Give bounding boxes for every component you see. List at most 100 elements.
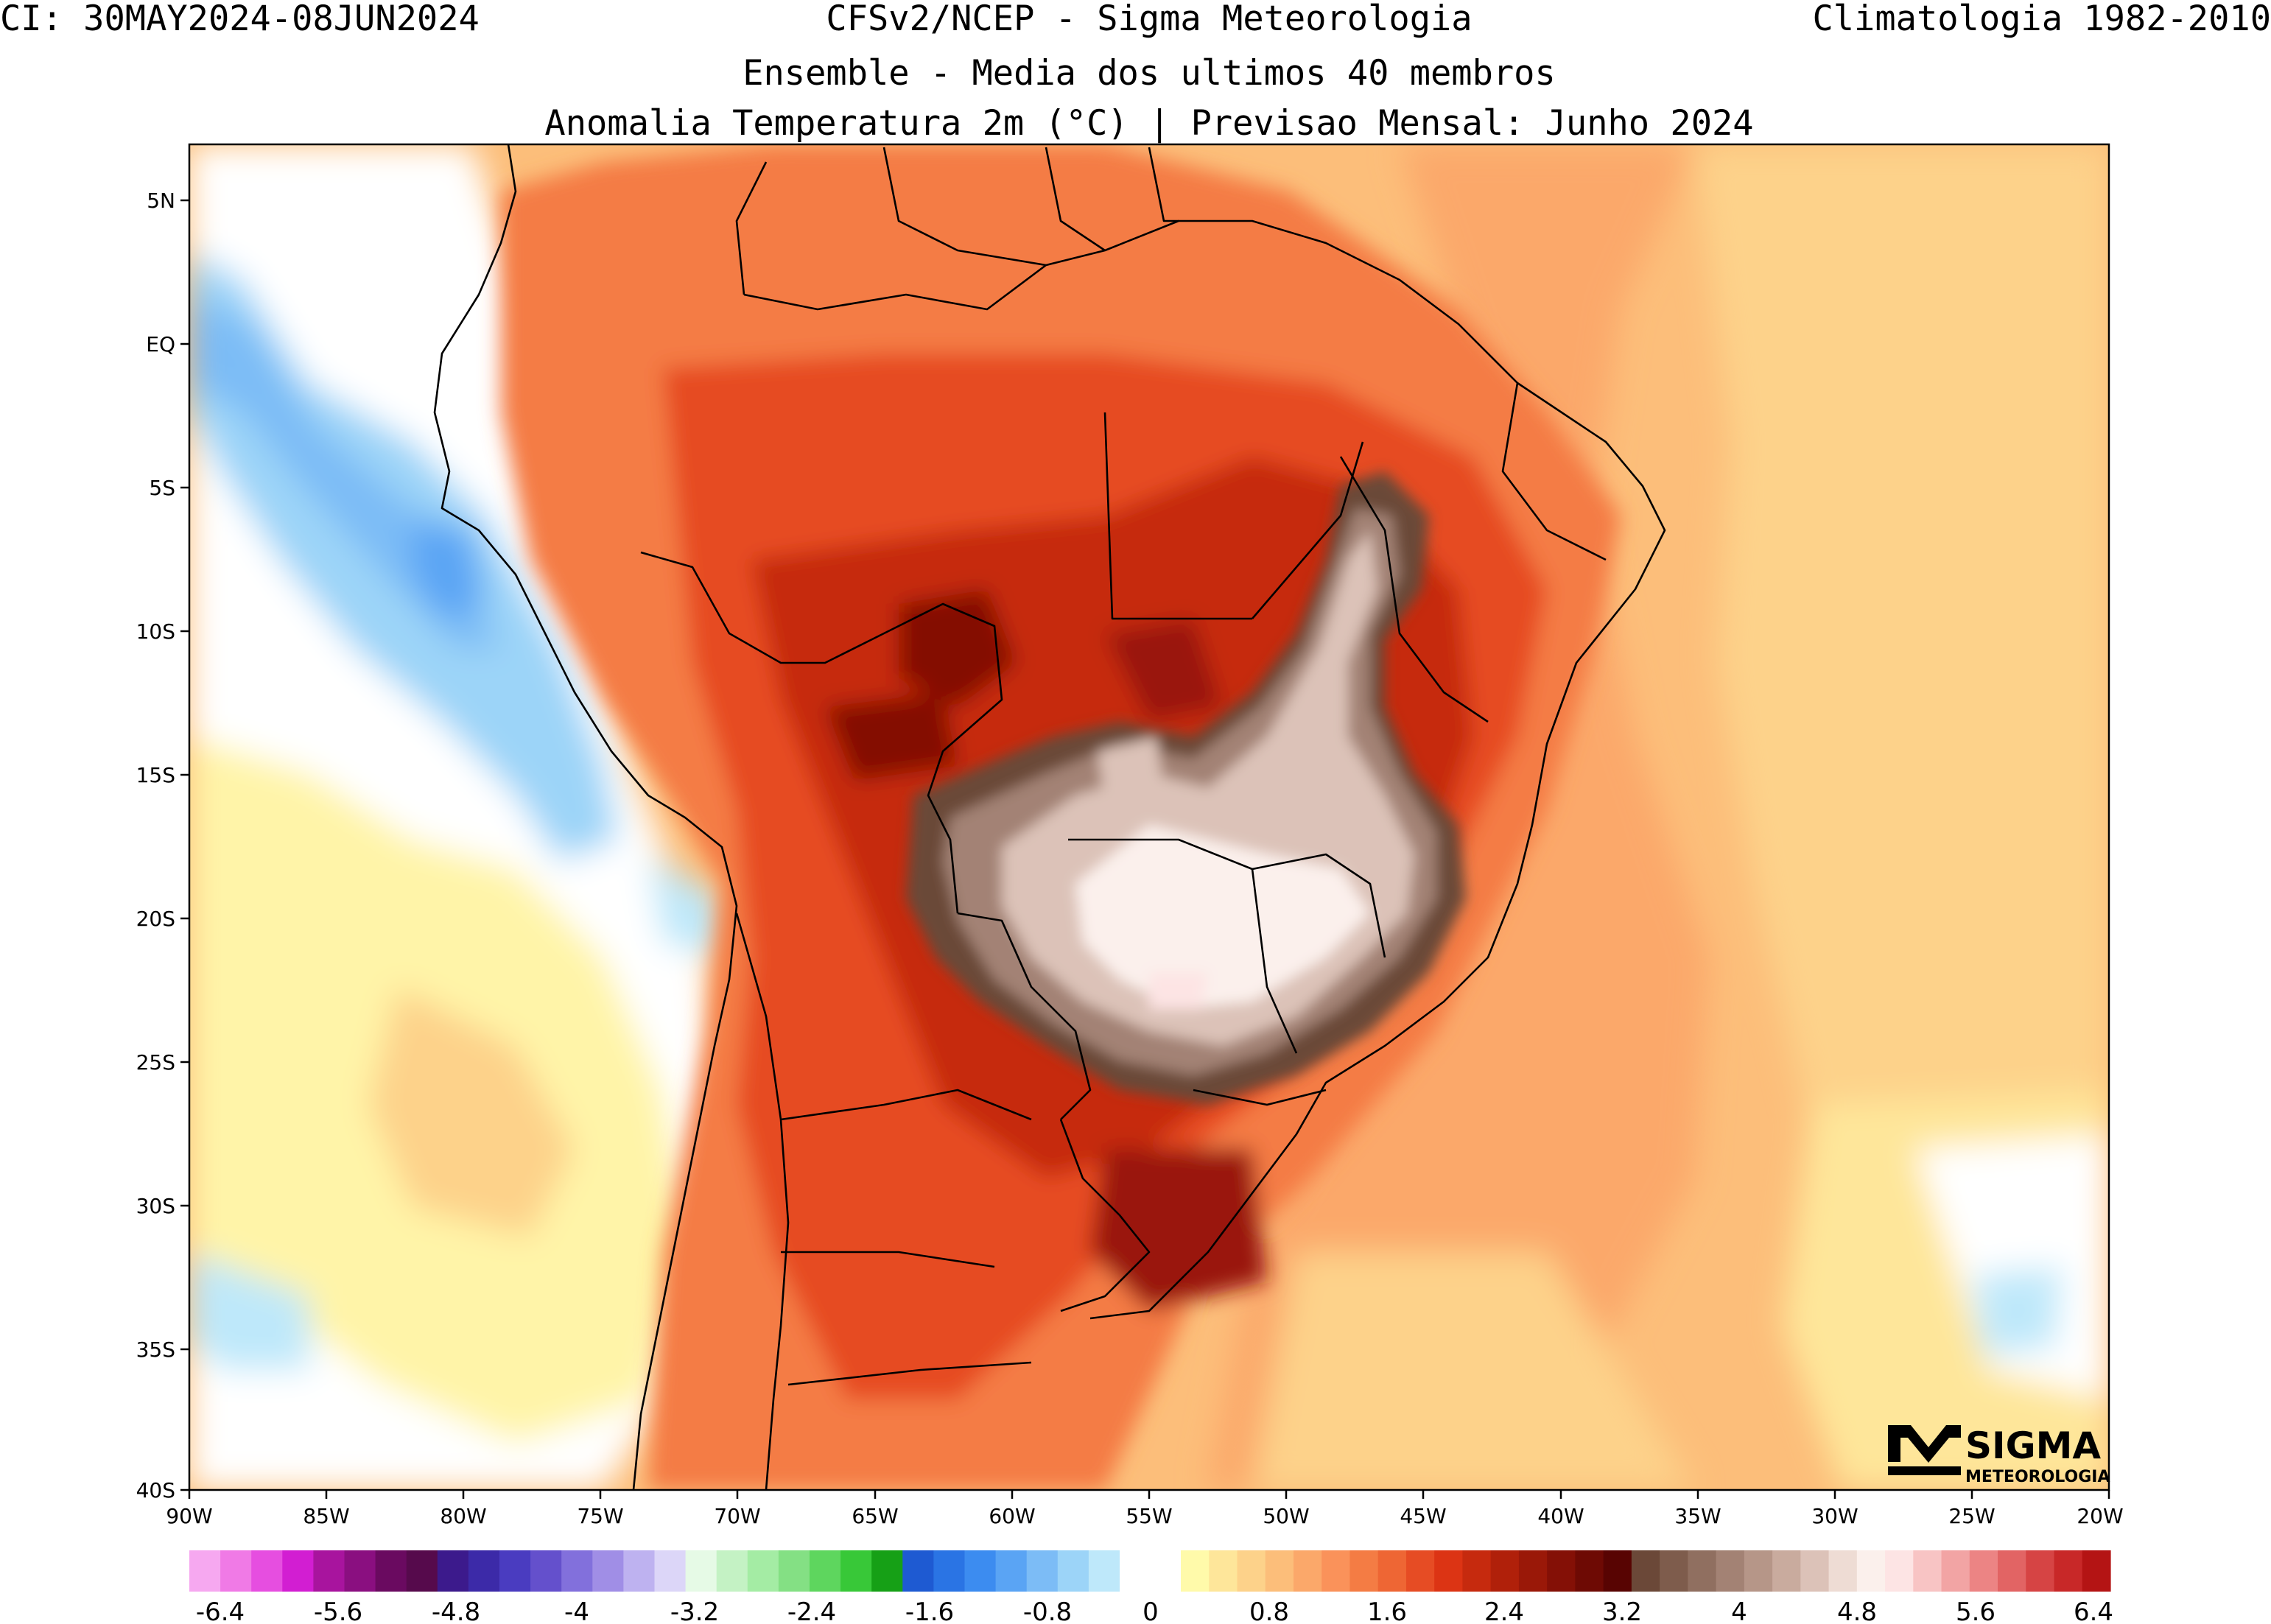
field-atlantic-east [1694,144,2109,1252]
lon-label-75w: 75W [577,1504,623,1528]
cb-label-4: 4 [1731,1597,1747,1624]
cb-label-neg1.6: -1.6 [905,1597,954,1624]
border-state-ce-pi [1501,382,1607,561]
border-guyana [1045,147,1106,252]
cb-label-2.4: 2.4 [1484,1597,1524,1624]
border-provinces-mid [781,1251,995,1268]
border-chile-argentina [735,913,790,1490]
colorbar-swatch-neg-16 [685,1550,717,1592]
sigma-logo: SIGMA METEOROLOGIA [1888,1424,2110,1486]
field-extreme-west-lobe [1098,737,1164,803]
field-pacific-orange [368,987,575,1237]
border-state-para-tocantins [1252,441,1364,619]
sigma-logo-mark [1888,1425,1961,1463]
cb-label-neg5.6: -5.6 [314,1597,362,1624]
border-provinces-north [780,1089,1032,1121]
border-state-goias-mg [1068,838,1386,958]
colorbar-swatch-pos-24 [1856,1550,1886,1592]
colorbar-swatch-pos-13 [1547,1550,1576,1592]
lat-label-10s: 10S [136,619,175,644]
colorbar-swatch-pos-17 [1660,1550,1688,1592]
field-hotspot-bolivia [825,692,958,781]
border-suriname [1148,147,1179,222]
cb-label-neg3.2: -3.2 [670,1597,719,1624]
anomaly-field [189,144,2109,1490]
border-uruguay [1059,1119,1151,1312]
colorbar-swatch-neg-26 [995,1550,1028,1592]
colorbar-swatch-pos-18 [1688,1550,1717,1592]
border-pacific-coast [433,144,738,1490]
border-state-northeast [1339,456,1489,723]
lon-label-20w: 20W [2077,1504,2123,1528]
colorbar-swatch-neg-24 [933,1550,966,1592]
colorbar-swatch-pos-19 [1716,1550,1745,1592]
field-pacific-coldest [413,516,486,619]
field-atlantic-cold-spot [1974,1267,2063,1355]
lat-label-5s: 5S [149,476,175,500]
colorbar-swatch-pos-11 [1490,1550,1520,1592]
colorbar-swatch-pos-28 [1969,1550,1998,1592]
colorbar-swatch-zero [1120,1550,1181,1592]
field-hotspot-rs [1090,1149,1267,1311]
colorbar-swatch-neg-5 [344,1550,376,1592]
colorbar-swatch-pos-1 [1209,1550,1238,1592]
border-venezuela-colombia [735,161,768,295]
border-peru-bolivia-brazil [640,551,1003,914]
country-borders [433,144,1666,1490]
field-extreme-peak [1075,825,1370,1009]
source-title: CFSv2/NCEP - Sigma Meteorologia [826,0,1473,39]
colorbar-swatch-pos-8 [1405,1550,1435,1592]
field-pacific-south-cold [189,1252,309,1370]
lat-label-30s: 30S [136,1194,175,1218]
colorbar-swatch-pos-32 [2082,1550,2111,1592]
lon-label-35w: 35W [1674,1504,1721,1528]
colorbar-swatch-neg-8 [437,1550,469,1592]
colorbar-swatch-neg-20 [810,1550,841,1592]
colorbar-swatch-neg-12 [561,1550,593,1592]
colorbar-swatch-pos-20 [1744,1550,1773,1592]
colorbar-swatch-neg-22 [871,1550,903,1592]
sigma-logo-subword: METEOROLOGIA [1965,1468,2110,1486]
colorbar-swatch-neg-29 [1088,1550,1120,1592]
colorbar-swatch-pos-6 [1349,1550,1379,1592]
lon-label-30w: 30W [1811,1504,1858,1528]
cb-label-5.6: 5.6 [1956,1597,1996,1624]
colorbar-swatch-pos-30 [2026,1550,2055,1592]
border-paraguay [957,912,1092,1120]
field-extreme-pink [1149,972,1208,1009]
colorbar-swatch-pos-22 [1800,1550,1830,1592]
colorbar-swatch-neg-13 [592,1550,624,1592]
colorbar-swatch-neg-27 [1026,1550,1059,1592]
colorbar-swatch-neg-4 [313,1550,345,1592]
lat-label-25s: 25S [136,1050,175,1075]
cb-label-neg4: -4 [564,1597,589,1624]
colorbar-swatch-pos-3 [1265,1550,1294,1592]
colorbar-swatch-pos-2 [1237,1550,1266,1592]
colorbar-swatch-pos-26 [1913,1550,1942,1592]
lat-label-20s: 20S [136,907,175,931]
border-venezuela-brazil [882,147,1047,267]
lat-label-eq: EQ [146,332,175,356]
colorbar-swatch-neg-2 [251,1550,283,1592]
longitude-axis: 90W 85W 80W 75W 70W 65W 60W 55W 50W 45W … [166,1490,2124,1528]
sigma-logo-word: SIGMA [1965,1424,2101,1467]
border-state-sc-pr [1193,1089,1327,1106]
ensemble-subtitle: Ensemble - Media dos ultimos 40 membros [743,53,1556,94]
colorbar-swatch-neg-11 [530,1550,562,1592]
colorbar-swatch-neg-1 [220,1550,252,1592]
sigma-logo-underline [1888,1466,1961,1475]
colorbar-swatch-pos-9 [1434,1550,1464,1592]
variable-title: Anomalia Temperatura 2m (°C) | Previsao … [544,103,1754,144]
colorbar-swatch-pos-12 [1518,1550,1548,1592]
lat-label-40s: 40S [136,1478,175,1502]
lon-label-25w: 25W [1948,1504,1995,1528]
colorbar-swatch-pos-16 [1631,1550,1660,1592]
border-state-sp [1251,868,1298,1054]
cb-label-0: 0 [1142,1597,1159,1624]
colorbar [189,1550,2111,1592]
lon-label-45w: 45W [1400,1504,1446,1528]
colorbar-swatch-neg-9 [468,1550,500,1592]
colorbar-swatch-pos-5 [1321,1550,1351,1592]
climatology-label: Climatologia 1982-2010 [1812,0,2271,39]
